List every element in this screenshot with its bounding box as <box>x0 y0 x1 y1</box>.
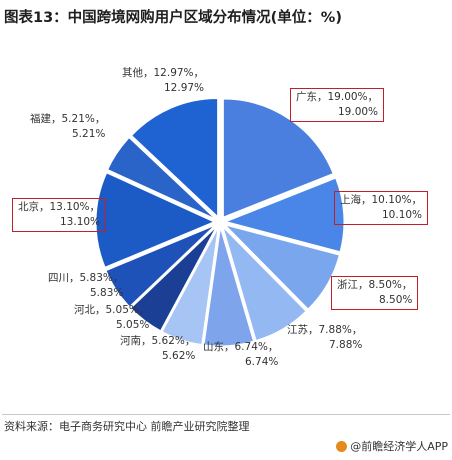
slice-label-7: 四川，5.83%， 5.83% <box>48 271 123 301</box>
pie-slice-1 <box>224 177 345 253</box>
pie-slice-9 <box>107 137 216 220</box>
slice-label-text: 江苏，7.88%， <box>287 324 363 336</box>
brand-logo-icon <box>336 440 348 452</box>
slice-label-text: 广东，19.00%， <box>296 91 379 103</box>
slice-label-text: 山东，6.74%， <box>203 341 279 353</box>
brand-text: @前瞻经济学人APP <box>350 440 448 453</box>
slice-label-value: 6.74% <box>245 356 279 368</box>
slice-label-text: 上海，10.10%， <box>340 194 423 206</box>
slice-label-6: 河北，5.05%， 5.05% <box>74 303 149 333</box>
chart-title: 图表13：中国跨境网购用户区域分布情况(单位：%) <box>4 10 342 26</box>
pie-slice-5 <box>161 227 219 346</box>
pie-slice-6 <box>130 226 217 332</box>
pie-slice-10 <box>131 97 219 218</box>
pie-slice-4 <box>203 227 255 347</box>
slice-label-value: 5.83% <box>90 287 124 299</box>
slice-label-text: 浙江，8.50%， <box>337 279 413 291</box>
pie-slice-2 <box>223 224 340 310</box>
slice-label-2: 浙江，8.50%， 8.50% <box>331 276 419 310</box>
slice-label-text: 北京，13.10%， <box>18 201 101 213</box>
footer-divider <box>2 414 450 415</box>
slice-label-value: 12.97% <box>164 82 205 94</box>
slice-label-3: 江苏，7.88%， 7.88% <box>287 323 362 353</box>
brand-mark: @前瞻经济学人APP <box>336 438 448 454</box>
slice-label-value: 5.62% <box>162 350 196 362</box>
slice-label-10: 其他，12.97%， 12.97% <box>122 66 204 96</box>
slice-label-text: 河北，5.05%， <box>74 304 150 316</box>
slice-label-value: 13.10% <box>60 216 101 228</box>
pie-slice-0 <box>222 98 334 218</box>
slice-label-text: 其他，12.97%， <box>122 67 205 79</box>
slice-label-value: 19.00% <box>338 106 379 118</box>
slice-label-text: 河南，5.62%， <box>120 335 196 347</box>
slice-label-value: 7.88% <box>329 339 363 351</box>
slice-label-1: 上海，10.10%， 10.10% <box>334 191 429 225</box>
source-note: 资料来源：电子商务研究中心 前瞻产业研究院整理 <box>4 420 250 433</box>
slice-label-text: 福建，5.21%， <box>30 113 106 125</box>
slice-label-8: 北京，13.10%， 13.10% <box>12 198 107 232</box>
pie-slice-3 <box>222 226 307 342</box>
slice-label-4: 山东，6.74%， 6.74% <box>203 340 278 370</box>
slice-label-value: 5.21% <box>72 128 106 140</box>
slice-label-value: 5.05% <box>116 319 150 331</box>
slice-label-value: 8.50% <box>379 294 413 306</box>
pie-slice-7 <box>105 224 216 308</box>
slice-label-5: 河南，5.62%， 5.62% <box>120 334 195 364</box>
pie-slice-8 <box>95 172 216 268</box>
pie-chart <box>95 97 345 347</box>
slice-label-text: 四川，5.83%， <box>48 272 124 284</box>
slice-label-value: 10.10% <box>382 209 423 221</box>
slice-label-0: 广东，19.00%， 19.00% <box>290 88 385 122</box>
slice-label-9: 福建，5.21%， 5.21% <box>30 112 105 142</box>
